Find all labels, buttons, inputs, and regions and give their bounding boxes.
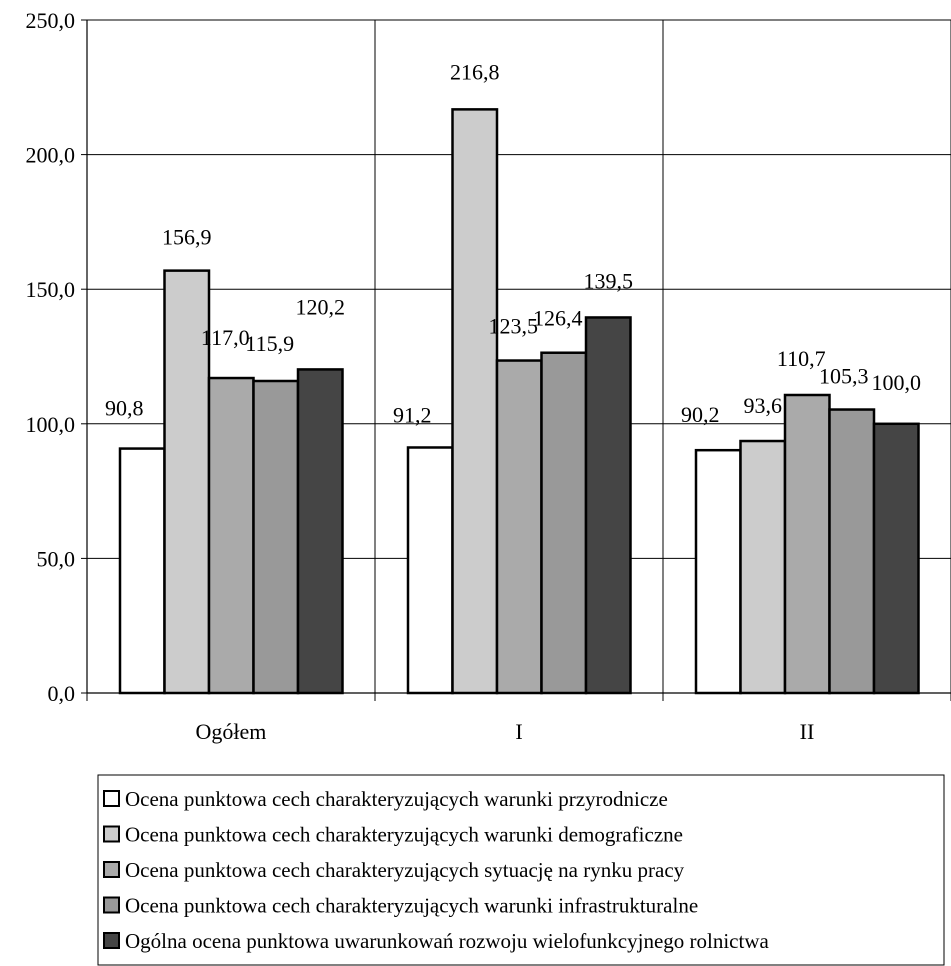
bar	[207, 376, 255, 695]
legend-entry: Ocena punktowa cech charakteryzujących w…	[125, 894, 698, 918]
category-label: I	[515, 719, 522, 744]
legend-swatch	[103, 932, 120, 949]
data-label: 90,2	[681, 402, 720, 427]
bar	[694, 448, 742, 695]
legend-box	[97, 774, 945, 966]
bar	[296, 368, 344, 695]
bar	[540, 351, 588, 695]
bar	[118, 447, 166, 695]
legend-entry: Ogólna ocena punktowa uwarunkowań rozwoj…	[125, 929, 769, 953]
bar	[451, 108, 499, 695]
legend: Ocena punktowa cech charakteryzujących w…	[97, 774, 945, 966]
legend-swatch	[103, 825, 120, 843]
y-tick-label: 150,0	[26, 277, 76, 302]
data-label: 110,7	[777, 346, 826, 371]
data-label: 100,0	[872, 370, 922, 395]
bar	[739, 439, 787, 695]
bar	[828, 408, 876, 695]
legend-entry: Ocena punktowa cech charakteryzujących w…	[125, 823, 683, 847]
y-tick-label: 250,0	[26, 8, 76, 33]
data-label: 105,3	[819, 364, 869, 389]
bar	[584, 316, 632, 695]
bars	[118, 108, 920, 695]
bar	[495, 359, 543, 695]
data-label: 126,4	[533, 306, 583, 331]
data-label: 120,2	[296, 294, 346, 319]
data-label: 115,9	[245, 331, 294, 356]
bar	[252, 379, 300, 695]
bar	[872, 422, 920, 695]
y-tick-labels: 0,0 50,0 100,0 150,0 200,0 250,0	[26, 8, 76, 706]
data-label: 123,5	[489, 314, 539, 339]
bar	[783, 393, 831, 695]
data-label: 117,0	[201, 325, 250, 350]
data-label: 90,8	[105, 396, 144, 421]
data-label: 156,9	[162, 225, 212, 250]
legend-entry: Ocena punktowa cech charakteryzujących s…	[125, 858, 685, 882]
data-label: 93,6	[744, 393, 783, 418]
bar	[406, 446, 454, 695]
legend-swatch	[103, 861, 120, 878]
axes	[81, 19, 951, 701]
category-label: Ogółem	[196, 719, 267, 744]
category-labels: Ogółem I II	[196, 719, 815, 744]
y-tick-label: 0,0	[48, 681, 76, 706]
data-label: 91,2	[393, 402, 432, 427]
y-tick-label: 50,0	[37, 546, 76, 571]
category-label: II	[800, 719, 815, 744]
legend-swatch	[103, 790, 120, 807]
y-tick-label: 200,0	[26, 143, 76, 168]
data-label: 216,8	[450, 59, 500, 84]
data-label: 139,5	[584, 268, 634, 293]
y-tick-label: 100,0	[26, 412, 76, 437]
legend-swatch	[103, 896, 120, 914]
legend-entry: Ocena punktowa cech charakteryzujących w…	[125, 787, 668, 811]
